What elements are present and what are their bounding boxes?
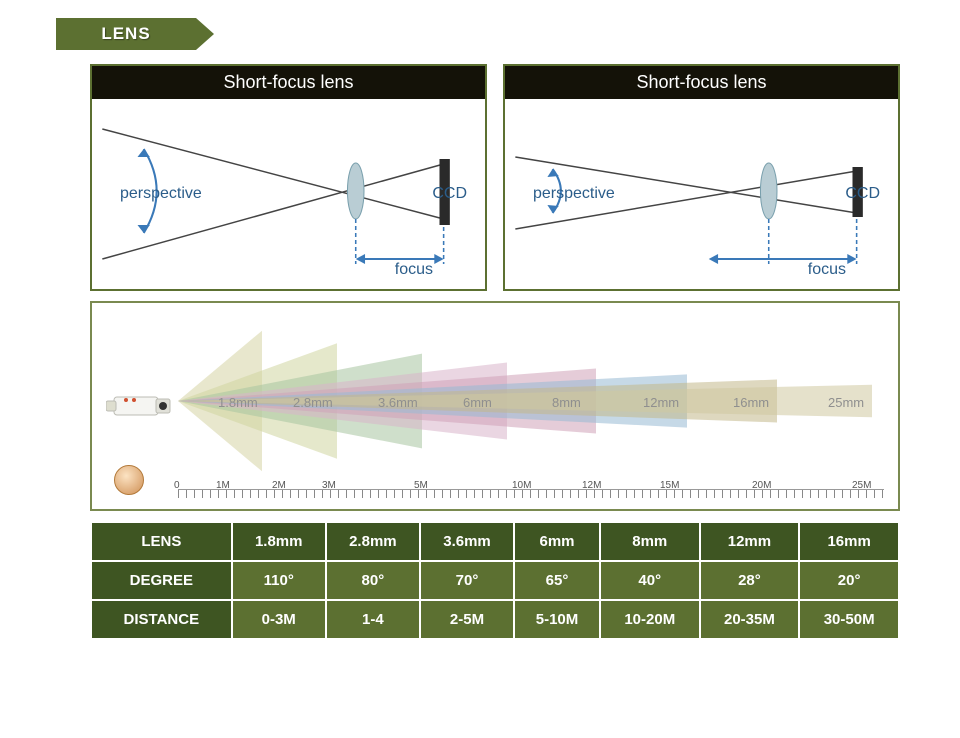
table-col-header: 3.6mm [421, 523, 513, 560]
distance-mark: 1M [216, 480, 230, 491]
table-cell: 5-10M [515, 601, 599, 638]
table-cell: 80° [327, 562, 419, 599]
table-cell: 28° [701, 562, 799, 599]
fov-cones-svg [92, 303, 898, 509]
distance-mark: 0 [174, 480, 180, 491]
table-cell: 40° [601, 562, 699, 599]
distance-mark: 12M [582, 480, 601, 491]
label-focus: focus [808, 261, 846, 279]
table-col-header: 12mm [701, 523, 799, 560]
face-icon [114, 465, 144, 495]
fov-cone-label: 1.8mm [218, 395, 258, 410]
table-cell: 70° [421, 562, 513, 599]
label-perspective: perspective [533, 185, 615, 203]
panel-body: perspective CCD focus [505, 99, 898, 289]
table-cell: 20-35M [701, 601, 799, 638]
fov-cone-label: 8mm [552, 395, 581, 410]
panel-title: Short-focus lens [505, 66, 898, 99]
distance-mark: 10M [512, 480, 531, 491]
fov-cone-label: 25mm [828, 395, 864, 410]
distance-mark: 5M [414, 480, 428, 491]
fov-diagram: 1.8mm 2.8mm 3.6mm 6mm 8mm 12mm 16mm 25mm 0 1M 2M 3M… [90, 301, 900, 511]
banner-arrow-icon [196, 18, 214, 50]
lens-panel-left: Short-focus lens perspective CCD focus [90, 64, 487, 291]
table-col-header: 6mm [515, 523, 599, 560]
lens-panel-right: Short-focus lens perspective CCD focus [503, 64, 900, 291]
label-ccd: CCD [432, 185, 467, 203]
label-ccd: CCD [845, 185, 880, 203]
distance-mark: 3M [322, 480, 336, 491]
panel-title: Short-focus lens [92, 66, 485, 99]
table-cell: 2-5M [421, 601, 513, 638]
banner-label: LENS [56, 18, 196, 50]
table-cell: 10-20M [601, 601, 699, 638]
fov-cone-label: 16mm [733, 395, 769, 410]
table-cell: 1-4 [327, 601, 419, 638]
table-row-header: LENS [92, 523, 231, 560]
label-perspective: perspective [120, 185, 202, 203]
distance-mark: 25M [852, 480, 871, 491]
distance-mark: 2M [272, 480, 286, 491]
table-cell: 65° [515, 562, 599, 599]
table-col-header: 1.8mm [233, 523, 325, 560]
table-row-header: DISTANCE [92, 601, 231, 638]
fov-cone-label: 2.8mm [293, 395, 333, 410]
distance-mark: 15M [660, 480, 679, 491]
table-col-header: 16mm [800, 523, 898, 560]
lens-table-wrap: LENS1.8mm2.8mm3.6mm6mm8mm12mm16mmDEGREE1… [90, 521, 900, 640]
camera-icon [106, 387, 176, 423]
fov-cone-label: 3.6mm [378, 395, 418, 410]
table-col-header: 8mm [601, 523, 699, 560]
lens-table: LENS1.8mm2.8mm3.6mm6mm8mm12mm16mmDEGREE1… [90, 521, 900, 640]
distance-mark: 20M [752, 480, 771, 491]
table-row-header: DEGREE [92, 562, 231, 599]
table-cell: 0-3M [233, 601, 325, 638]
table-cell: 110° [233, 562, 325, 599]
lens-panels-row: Short-focus lens perspective CCD focus [90, 64, 900, 291]
fov-cone-label: 12mm [643, 395, 679, 410]
table-col-header: 2.8mm [327, 523, 419, 560]
fov-cone-label: 6mm [463, 395, 492, 410]
panel-body: perspective CCD focus [92, 99, 485, 289]
table-cell: 30-50M [800, 601, 898, 638]
label-focus: focus [395, 261, 433, 279]
section-banner: LENS [56, 18, 216, 50]
table-cell: 20° [800, 562, 898, 599]
